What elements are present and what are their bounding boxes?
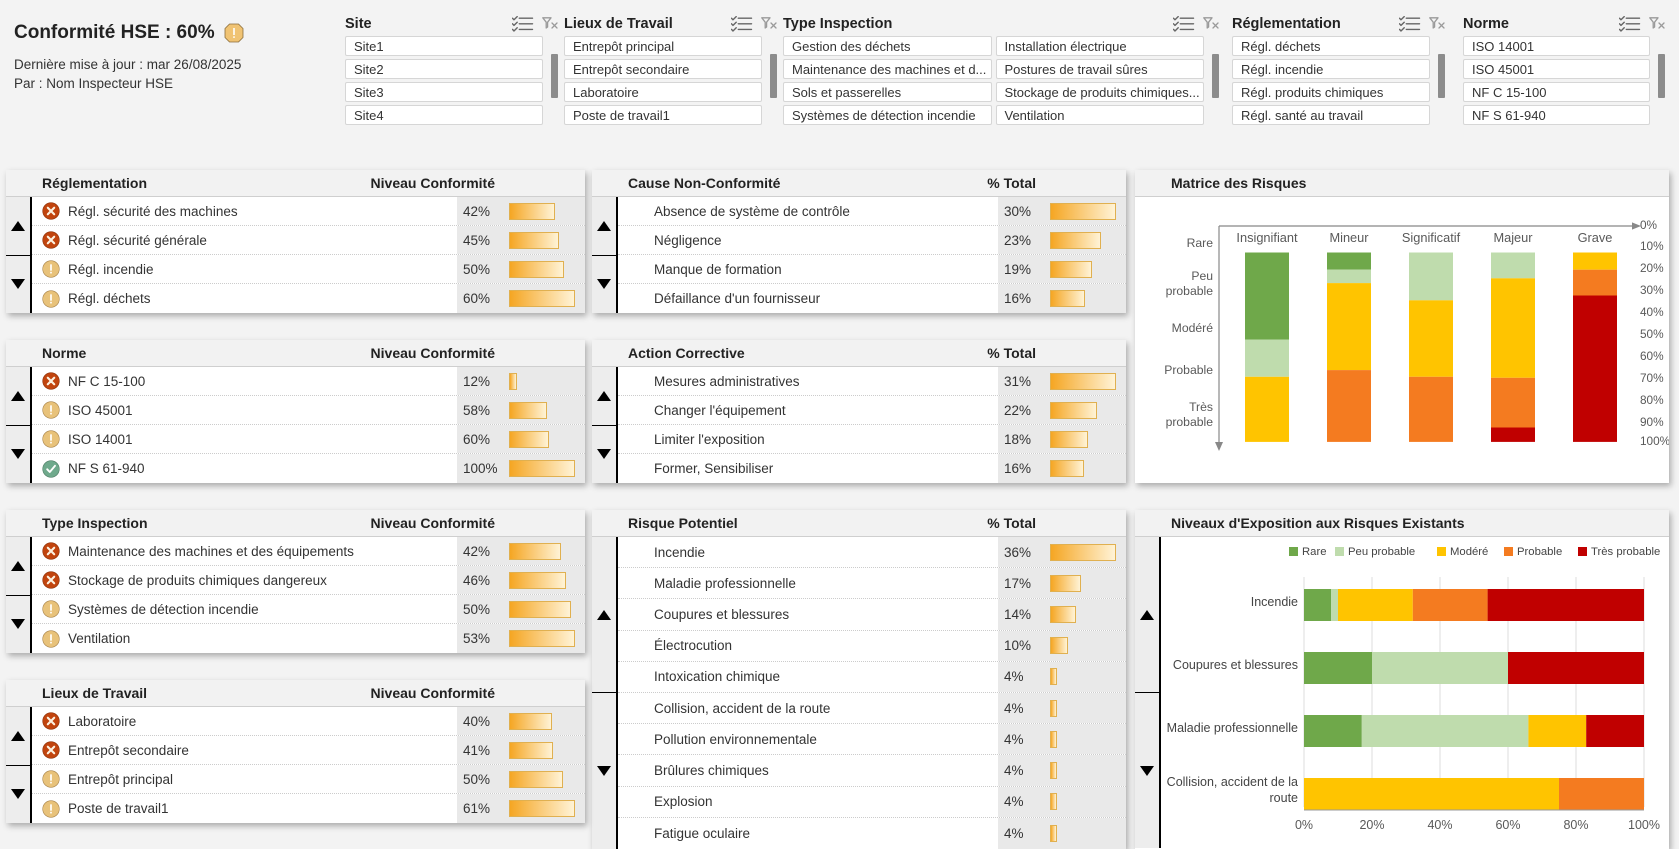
svg-text:Grave: Grave <box>1578 230 1613 245</box>
svg-text:Majeur: Majeur <box>1493 230 1533 245</box>
svg-text:50%: 50% <box>1640 327 1664 341</box>
svg-text:70%: 70% <box>1640 371 1664 385</box>
svg-text:30%: 30% <box>1640 283 1664 297</box>
svg-text:80%: 80% <box>1640 393 1664 407</box>
svg-text:probable: probable <box>1166 415 1214 429</box>
svg-text:Coupures et blessures: Coupures et blessures <box>1173 658 1298 672</box>
svg-text:90%: 90% <box>1640 415 1664 429</box>
svg-text:Rare: Rare <box>1302 546 1327 558</box>
svg-text:20%: 20% <box>1640 261 1664 275</box>
svg-text:probable: probable <box>1166 284 1214 298</box>
svg-text:10%: 10% <box>1640 239 1664 253</box>
svg-text:Très: Très <box>1189 400 1213 414</box>
svg-text:Rare: Rare <box>1187 236 1214 250</box>
svg-text:20%: 20% <box>1359 818 1384 832</box>
svg-text:route: route <box>1270 791 1299 805</box>
svg-text:Maladie professionnelle: Maladie professionnelle <box>1167 721 1298 735</box>
svg-text:Significatif: Significatif <box>1402 230 1461 245</box>
svg-text:40%: 40% <box>1427 818 1452 832</box>
svg-text:Probable: Probable <box>1517 546 1562 558</box>
svg-text:Peu probable: Peu probable <box>1348 546 1415 558</box>
svg-text:Mineur: Mineur <box>1329 230 1369 245</box>
svg-text:60%: 60% <box>1640 349 1664 363</box>
svg-text:60%: 60% <box>1495 818 1520 832</box>
svg-text:Probable: Probable <box>1164 363 1213 377</box>
svg-text:0%: 0% <box>1295 818 1313 832</box>
svg-text:Collision, accident de la: Collision, accident de la <box>1167 775 1298 789</box>
svg-text:Incendie: Incendie <box>1251 595 1298 609</box>
svg-text:Peu: Peu <box>1191 269 1213 283</box>
svg-text:Insignifiant: Insignifiant <box>1236 230 1298 245</box>
svg-text:0%: 0% <box>1640 218 1658 232</box>
svg-text:100%: 100% <box>1628 818 1660 832</box>
svg-text:100%: 100% <box>1640 434 1669 448</box>
svg-text:40%: 40% <box>1640 305 1664 319</box>
svg-text:Très probable: Très probable <box>1591 546 1660 558</box>
svg-text:Modéré: Modéré <box>1172 321 1214 335</box>
svg-text:80%: 80% <box>1563 818 1588 832</box>
svg-text:Modéré: Modéré <box>1450 546 1488 558</box>
